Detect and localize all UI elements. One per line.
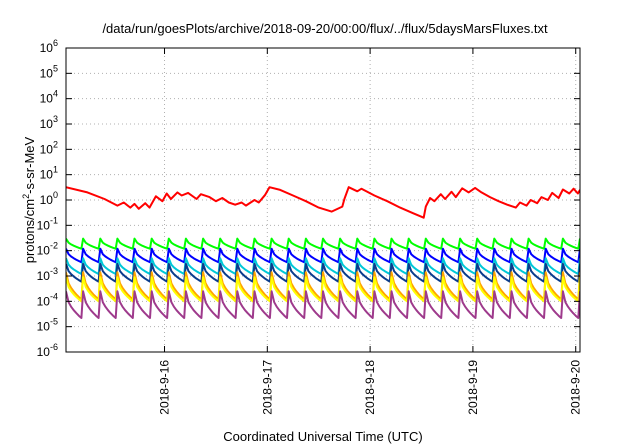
- series-line-1: [66, 237, 580, 250]
- y-axis-ticks: 10-6 10-5 10-4 10-3 10-2 10-1 100 101 102 103 104 1…: [37, 38, 580, 359]
- series-layer: [66, 186, 580, 319]
- y-axis-title: protons/cm2-s-sr-MeV: [21, 136, 37, 263]
- series-line-5: [66, 271, 580, 301]
- series-line-0: [66, 186, 580, 219]
- y-tick-label: 105: [40, 63, 58, 80]
- y-tick-label: 103: [40, 114, 58, 131]
- x-tick-label: 2018-9-16: [158, 360, 172, 415]
- y-tick-label: 101: [40, 165, 58, 182]
- x-tick-label: 2018-9-20: [569, 360, 583, 415]
- series-line-3: [66, 257, 580, 275]
- y-tick-label: 10-1: [37, 215, 58, 232]
- series-line-2: [66, 247, 580, 264]
- x-tick-label: 2018-9-19: [466, 360, 480, 415]
- chart-title: /data/run/goesPlots/archive/2018-09-20/0…: [102, 21, 548, 36]
- series-line-7: [66, 290, 580, 319]
- y-tick-label: 10-5: [37, 317, 58, 334]
- y-tick-label: 10-4: [37, 291, 58, 308]
- x-tick-label: 2018-9-17: [260, 360, 274, 415]
- x-axis-ticks: 2018-9-16 2018-9-17 2018-9-18 2018-9-19 2018…: [158, 48, 583, 415]
- x-axis-title: Coordinated Universal Time (UTC): [223, 429, 422, 444]
- y-tick-label: 10-3: [37, 266, 58, 283]
- y-tick-label: 100: [40, 190, 58, 207]
- y-tick-label: 102: [40, 139, 58, 156]
- y-tick-label: 106: [40, 38, 58, 55]
- series-line-4: [66, 262, 580, 283]
- y-tick-label: 10-2: [37, 241, 58, 258]
- y-tick-label: 10-6: [37, 342, 58, 359]
- x-tick-label: 2018-9-18: [363, 360, 377, 415]
- y-tick-label: 104: [40, 89, 58, 106]
- series-line-6: [66, 276, 580, 303]
